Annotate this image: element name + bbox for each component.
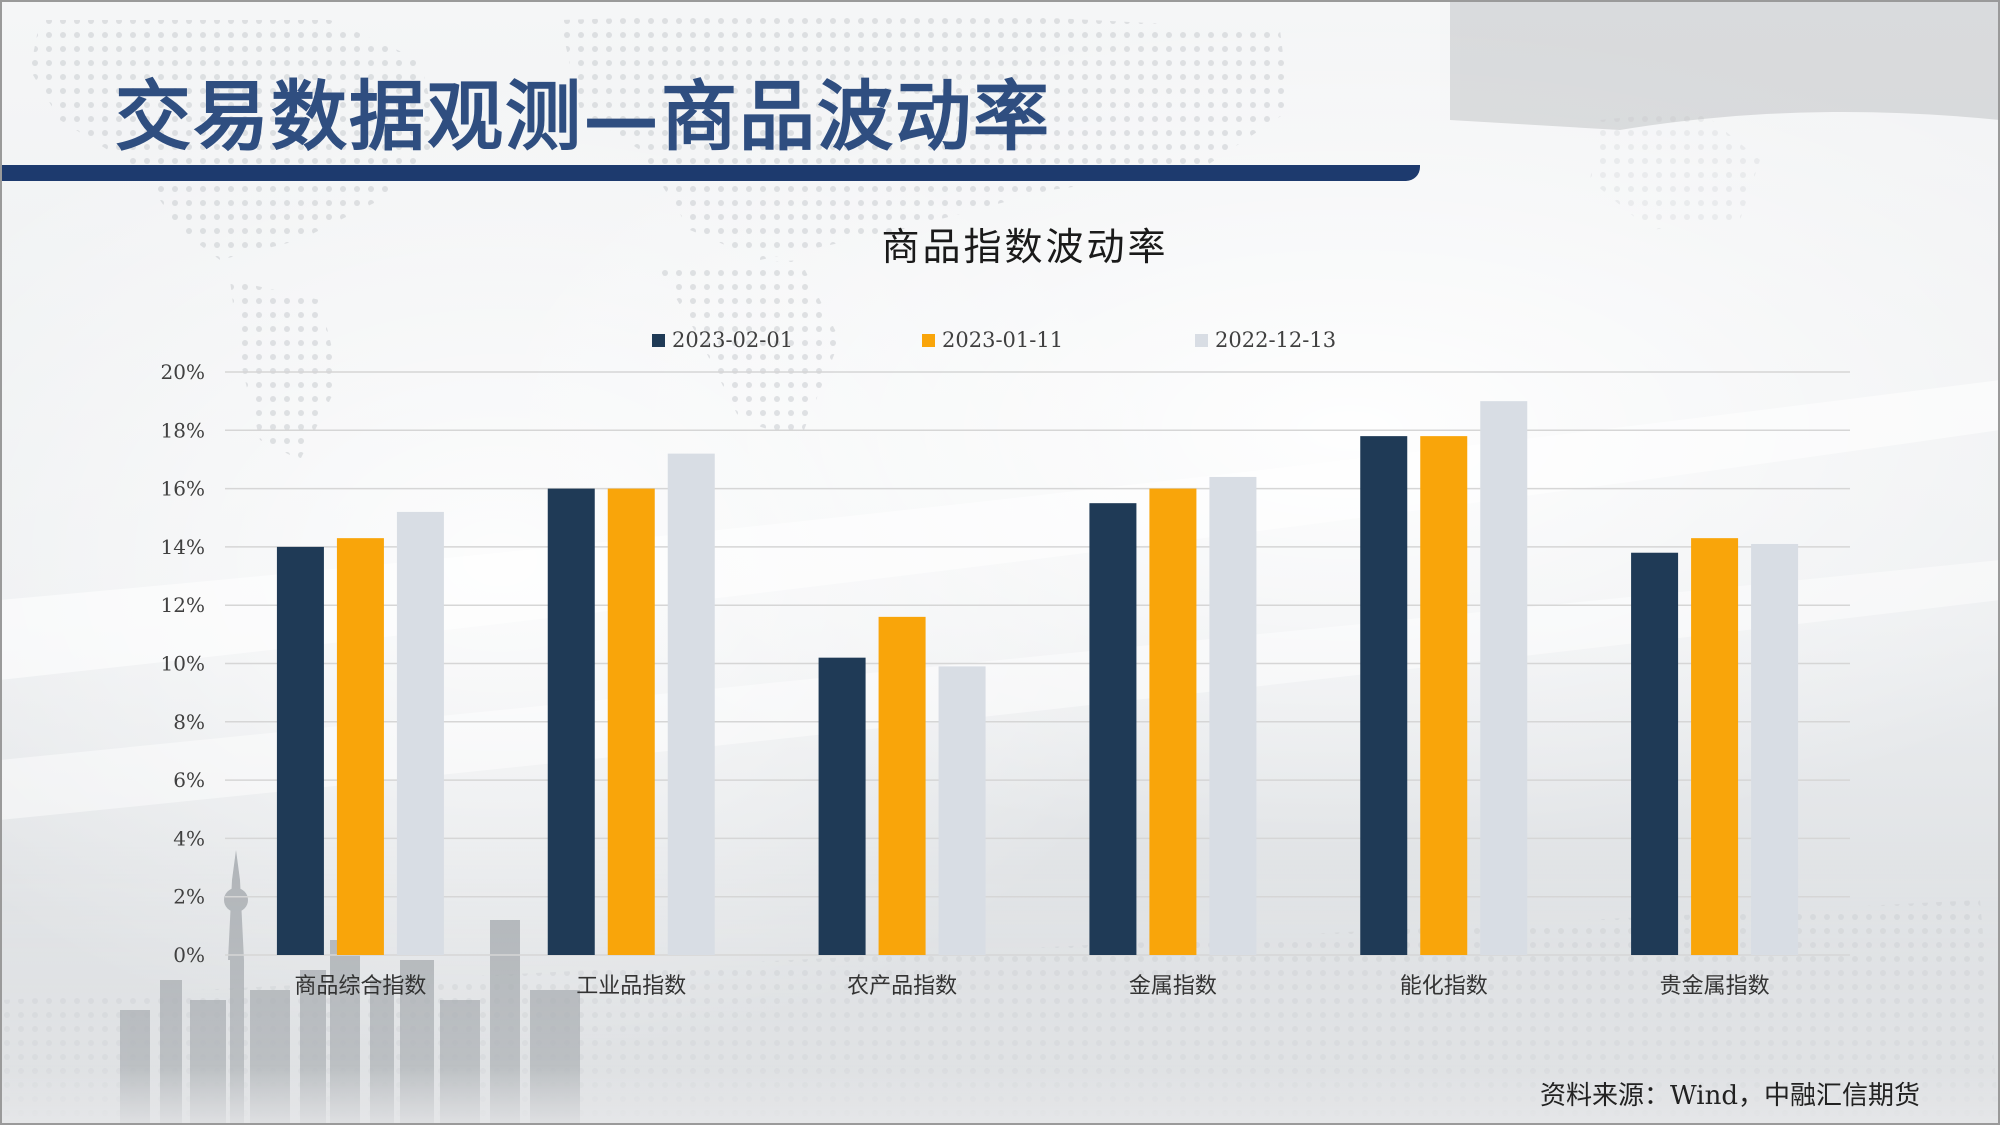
- source-note: 资料来源：Wind，中融汇信期货: [1540, 1081, 1920, 1111]
- bar: [607, 488, 655, 955]
- bar: [547, 488, 595, 955]
- y-tick-label: 0%: [173, 943, 205, 967]
- chart-legend: 2023-02-01 2023-01-11 2022-12-13: [652, 328, 1336, 352]
- title-underline-bar: [0, 165, 1420, 181]
- footer-band: [0, 1065, 2000, 1125]
- legend-label: 2023-02-01: [672, 328, 793, 352]
- legend-swatch: [922, 334, 935, 347]
- y-tick-label: 2%: [173, 885, 205, 909]
- y-tick-label: 6%: [173, 768, 205, 792]
- y-axis-ticks: 0% 2% 4% 6% 8% 10% 12% 14% 16% 18% 20%: [161, 360, 205, 967]
- y-tick-label: 14%: [161, 535, 205, 559]
- bar: [1360, 436, 1408, 955]
- y-tick-label: 4%: [173, 826, 205, 850]
- y-tick-label: 18%: [161, 418, 205, 442]
- bar: [336, 538, 384, 955]
- x-tick-label: 贵金属指数: [1660, 974, 1770, 999]
- y-tick-label: 8%: [173, 710, 205, 734]
- bar: [1631, 552, 1679, 955]
- gridlines: [225, 371, 1850, 956]
- bar: [667, 453, 715, 955]
- chart-title: 商品指数波动率: [881, 225, 1168, 269]
- bars: [276, 401, 1799, 955]
- y-tick-label: 12%: [161, 593, 205, 617]
- legend-swatch: [1195, 334, 1208, 347]
- y-tick-label: 10%: [161, 652, 205, 676]
- bar: [1209, 476, 1257, 955]
- x-tick-label: 能化指数: [1400, 974, 1488, 999]
- bar: [276, 546, 324, 955]
- bar: [1751, 543, 1799, 955]
- bar: [938, 666, 986, 955]
- bar: [1480, 401, 1528, 955]
- y-tick-label: 20%: [161, 360, 205, 384]
- bar: [1420, 436, 1468, 955]
- x-tick-label: 金属指数: [1129, 974, 1217, 999]
- legend-label: 2023-01-11: [942, 328, 1063, 352]
- legend-label: 2022-12-13: [1215, 328, 1336, 352]
- y-tick-label: 16%: [161, 477, 205, 501]
- bar: [1149, 488, 1197, 955]
- slide-title: 交易数据观测—商品波动率: [115, 72, 1051, 161]
- x-axis-labels: 商品综合指数 工业品指数 农产品指数 金属指数 能化指数 贵金属指数: [294, 974, 1769, 999]
- bar: [818, 657, 866, 955]
- legend-swatch: [652, 334, 665, 347]
- x-tick-label: 工业品指数: [576, 974, 686, 999]
- bar: [396, 511, 444, 955]
- bar: [1089, 503, 1137, 955]
- bar: [878, 616, 926, 955]
- x-tick-label: 商品综合指数: [294, 974, 426, 999]
- x-tick-label: 农产品指数: [847, 974, 957, 999]
- bar: [1691, 538, 1739, 955]
